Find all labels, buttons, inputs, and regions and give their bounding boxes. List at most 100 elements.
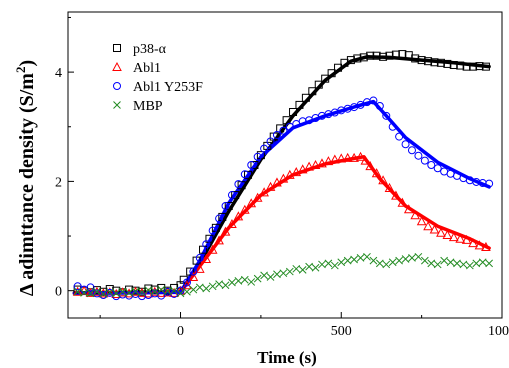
data-point-series-0	[314, 80, 323, 89]
data-point-series-3	[478, 258, 487, 267]
data-point-series-3	[150, 287, 159, 296]
data-point-series-1	[461, 234, 472, 244]
data-point-series-1	[130, 286, 141, 296]
data-point-series-2	[478, 179, 487, 188]
data-point-series-2	[433, 164, 442, 173]
data-point-series-3	[330, 261, 339, 270]
data-point-series-1	[233, 211, 244, 221]
data-point-series-3	[350, 255, 358, 264]
y-tick-label: 0	[55, 285, 62, 300]
data-point-series-1	[207, 244, 218, 254]
data-point-series-2	[292, 120, 301, 129]
data-point-series-3	[337, 258, 346, 267]
data-point-series-3	[388, 258, 397, 267]
legend-marker	[113, 44, 121, 52]
data-point-series-3	[183, 287, 191, 296]
data-point-series-3	[375, 259, 384, 268]
data-point-series-3	[157, 285, 166, 294]
data-point-series-2	[208, 226, 217, 235]
data-point-series-3	[273, 270, 281, 279]
data-point-series-0	[186, 267, 195, 276]
data-point-series-1	[448, 232, 459, 242]
data-point-series-3	[221, 281, 230, 290]
data-point-series-1	[246, 198, 257, 208]
data-point-series-0	[475, 62, 484, 71]
data-point-series-0	[334, 63, 343, 72]
data-point-series-3	[465, 261, 474, 270]
data-point-series-2	[414, 151, 423, 160]
data-point-series-2	[485, 179, 494, 188]
data-point-series-1	[201, 253, 212, 263]
data-point-series-1	[442, 229, 453, 239]
data-point-series-0	[411, 54, 420, 63]
data-point-series-2	[202, 240, 211, 249]
data-point-series-1	[162, 287, 173, 297]
data-point-series-0	[282, 116, 291, 125]
legend: p38-α Abl1 Abl1 Y253F MBP	[112, 42, 203, 114]
data-point-series-3	[401, 255, 410, 263]
data-point-series-3	[260, 271, 268, 280]
data-point-series-2	[215, 214, 224, 223]
data-point-series-3	[125, 289, 133, 297]
data-point-series-1	[297, 164, 308, 174]
data-point-series-3	[427, 259, 436, 268]
data-point-series-1	[239, 204, 250, 214]
data-point-series-0	[340, 58, 349, 67]
data-point-series-0	[456, 61, 465, 70]
data-point-series-3	[356, 254, 365, 262]
data-point-series-3	[298, 266, 307, 274]
data-point-series-3	[189, 285, 198, 294]
data-point-series-3	[395, 256, 403, 265]
data-point-series-2	[407, 146, 416, 155]
data-point-series-0	[244, 170, 253, 179]
data-point-series-3	[382, 260, 391, 269]
data-point-series-1	[416, 216, 427, 226]
data-point-series-2	[272, 130, 281, 139]
data-point-series-1	[124, 288, 134, 298]
data-point-series-2	[227, 191, 236, 200]
data-point-series-2	[279, 126, 288, 135]
data-point-series-3	[285, 267, 294, 276]
data-point-series-1	[436, 227, 446, 237]
legend-label: p38-α	[133, 42, 167, 57]
data-point-series-0	[308, 87, 317, 96]
data-point-series-0	[443, 59, 452, 68]
data-point-series-2	[253, 152, 262, 161]
data-point-series-1	[410, 210, 421, 220]
data-point-series-1	[365, 161, 376, 171]
data-point-series-3	[176, 289, 185, 298]
data-point-series-3	[86, 289, 95, 298]
data-point-series-3	[446, 258, 455, 267]
data-point-series-2	[234, 180, 243, 189]
data-point-series-2	[176, 286, 185, 295]
data-point-series-1	[423, 221, 433, 231]
data-point-series-3	[247, 278, 256, 286]
data-point-series-0	[424, 57, 433, 66]
data-point-series-0	[385, 51, 394, 60]
data-point-series-1	[329, 154, 340, 164]
data-point-series-3	[234, 276, 243, 285]
data-point-series-1	[149, 286, 160, 296]
data-point-series-1	[227, 218, 237, 229]
data-point-series-1	[284, 169, 295, 179]
data-point-series-3	[305, 262, 313, 271]
data-point-series-0	[150, 285, 159, 294]
data-point-series-1	[349, 152, 359, 162]
data-point-series-0	[359, 53, 368, 62]
data-point-series-3	[170, 286, 178, 295]
plot-frame	[67, 11, 503, 319]
legend-label: Abl1	[133, 61, 161, 76]
data-point-series-3	[253, 274, 262, 283]
data-point-series-1	[104, 287, 115, 297]
data-point-series-0	[391, 50, 400, 59]
data-point-series-0	[372, 51, 381, 60]
data-point-series-2	[356, 100, 365, 109]
data-point-series-3	[363, 252, 371, 261]
y-axis-title: Δ adimttance density (S/m2)	[13, 60, 38, 296]
y-axis-title-superscript: 2	[13, 67, 28, 74]
data-point-series-1	[323, 156, 334, 166]
data-point-series-2	[401, 140, 410, 149]
data-point-series-3	[292, 264, 301, 273]
data-point-series-2	[369, 96, 378, 105]
